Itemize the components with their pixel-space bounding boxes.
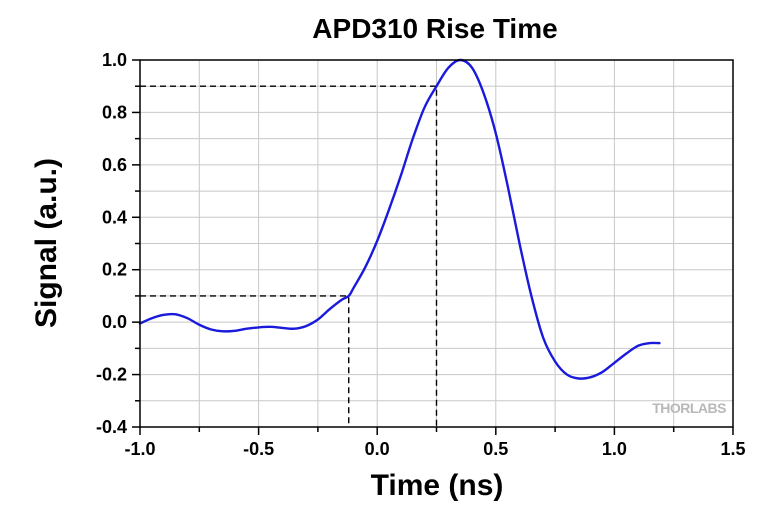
axis-ticks <box>132 59 734 435</box>
y-tick-label: -0.4 <box>96 417 127 437</box>
signal-series-line <box>138 58 661 380</box>
y-tick-label: 1.0 <box>102 50 127 70</box>
series-layer <box>138 58 661 380</box>
y-tick-label: 0.2 <box>102 260 127 280</box>
y-tick-labels: -0.4 -0.2 0.0 0.2 0.4 0.6 0.8 1.0 <box>96 50 127 437</box>
chart-title: APD310 Rise Time <box>312 13 557 44</box>
x-axis-label: Time (ns) <box>371 469 504 502</box>
x-tick-label: 1.5 <box>720 439 745 459</box>
plot-frame <box>139 59 734 428</box>
rise-guide-line <box>140 85 438 427</box>
x-tick-label: 0.0 <box>365 439 390 459</box>
y-tick-label: 0.8 <box>102 102 127 122</box>
y-tick-label: 0.4 <box>102 207 127 227</box>
x-tick-label: 0.5 <box>483 439 508 459</box>
x-tick-labels: -1.0 -0.5 0.0 0.5 1.0 1.5 <box>124 439 745 459</box>
x-tick-label: -0.5 <box>243 439 274 459</box>
y-tick-label: -0.2 <box>96 365 127 385</box>
x-tick-label: -1.0 <box>124 439 155 459</box>
thorlabs-watermark: THORLABS <box>652 400 726 416</box>
rise-time-guides <box>140 85 438 427</box>
y-tick-label: 0.6 <box>102 155 127 175</box>
y-tick-label: 0.0 <box>102 312 127 332</box>
y-axis-label: Signal (a.u.) <box>30 158 63 328</box>
x-tick-label: 1.0 <box>602 439 627 459</box>
